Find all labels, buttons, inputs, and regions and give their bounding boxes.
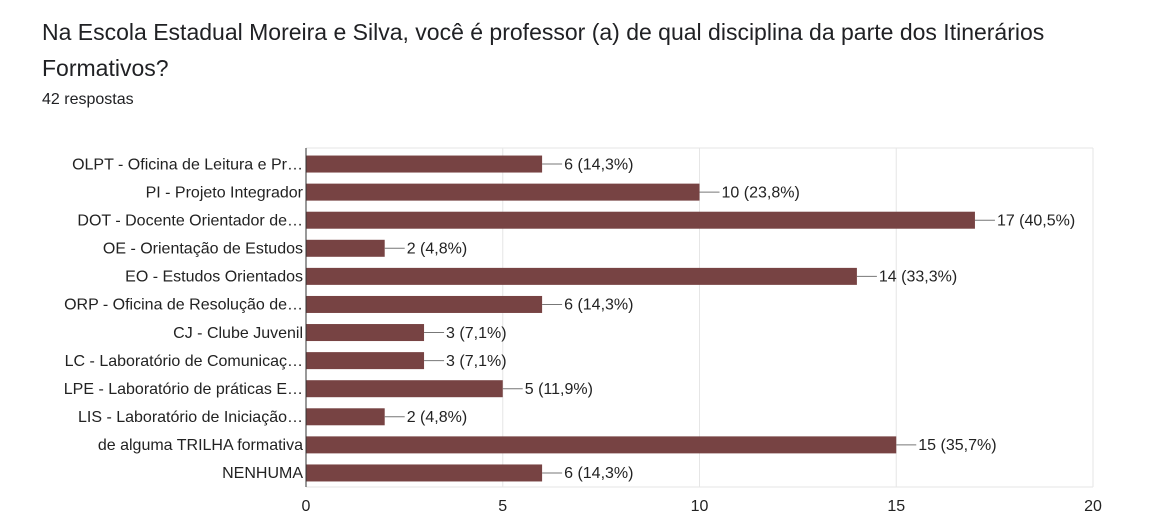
bar: [306, 464, 543, 482]
y-tick-label: de alguma TRILHA formativa: [98, 437, 303, 454]
bar: [306, 436, 897, 454]
bar: [306, 408, 385, 426]
value-label: 6 (14,3%): [564, 465, 633, 482]
y-tick-label: NENHUMA: [222, 465, 303, 482]
bar: [306, 267, 857, 285]
value-label: 6 (14,3%): [564, 156, 633, 173]
y-tick-label: LC - Laboratório de Comunicaç…: [65, 353, 303, 370]
bar: [306, 211, 975, 229]
x-tick-label: 20: [1084, 498, 1102, 515]
bar: [306, 380, 503, 398]
chart-subtitle: 42 respostas: [42, 91, 134, 108]
bar: [306, 324, 425, 342]
value-label: 10 (23,8%): [722, 184, 800, 201]
value-label: 15 (35,7%): [918, 437, 996, 454]
x-tick-label: 10: [691, 498, 709, 515]
y-tick-label: OLPT - Oficina de Leitura e Pr…: [72, 156, 303, 173]
y-tick-label: LPE - Laboratório de práticas E…: [64, 381, 303, 398]
y-tick-label: CJ - Clube Juvenil: [173, 325, 303, 342]
value-label: 5 (11,9%): [525, 381, 593, 398]
value-label: 2 (4,8%): [407, 241, 467, 258]
bar: [306, 352, 425, 370]
bar: [306, 239, 385, 257]
value-label: 3 (7,1%): [446, 353, 506, 370]
y-tick-label: DOT - Docente Orientador de…: [77, 212, 303, 229]
value-label: 2 (4,8%): [407, 409, 467, 426]
value-label: 17 (40,5%): [997, 212, 1075, 229]
bar: [306, 183, 700, 201]
y-tick-label: ORP - Oficina de Resolução de…: [64, 297, 303, 314]
bar: [306, 155, 543, 173]
x-tick-label: 5: [498, 498, 507, 515]
value-label: 6 (14,3%): [564, 297, 633, 314]
y-tick-label: LIS - Laboratório de Iniciação…: [78, 409, 303, 426]
y-tick-label: PI - Projeto Integrador: [146, 184, 304, 201]
chart-title: Na Escola Estadual Moreira e Silva, você…: [42, 19, 1045, 81]
x-tick-label: 15: [887, 498, 905, 515]
value-label: 14 (33,3%): [879, 269, 957, 286]
value-label: 3 (7,1%): [446, 325, 506, 342]
y-tick-label: EO - Estudos Orientados: [125, 269, 303, 286]
bar: [306, 295, 543, 313]
x-tick-label: 0: [302, 498, 311, 515]
y-tick-label: OE - Orientação de Estudos: [103, 241, 303, 258]
